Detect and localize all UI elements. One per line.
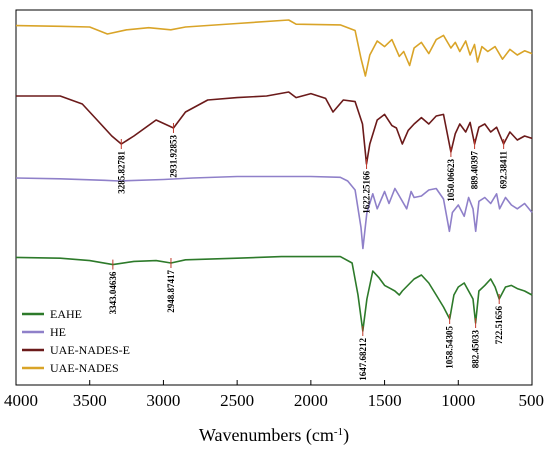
series-line-eahe bbox=[15, 255, 533, 332]
legend-label: UAE-NADES-E bbox=[50, 343, 130, 357]
x-tick-label: 3500 bbox=[73, 391, 107, 410]
x-axis-title: Wavenumbers (cm-1) bbox=[199, 425, 349, 446]
peak-label: 1058.54305 bbox=[445, 326, 455, 369]
peak-label: 1050.06623 bbox=[446, 159, 456, 202]
legend-label: HE bbox=[50, 325, 66, 339]
peak-label: 2948.87417 bbox=[166, 270, 176, 313]
plot-frame bbox=[15, 9, 533, 386]
legend: EAHE HE UAE-NADES-E UAE-NADES bbox=[22, 307, 130, 375]
peak-label: 889.40397 bbox=[470, 151, 480, 190]
series-line-he bbox=[15, 175, 533, 250]
peak-label: 692.38411 bbox=[499, 151, 509, 189]
x-tick-label: 4000 bbox=[4, 391, 38, 410]
peak-label: 3285.82781 bbox=[116, 151, 126, 194]
x-tick-label: 2500 bbox=[220, 391, 254, 410]
legend-label: UAE-NADES bbox=[50, 361, 119, 375]
x-axis-ticks: 4000 3500 3000 2500 2000 1500 1000 500 bbox=[4, 380, 544, 410]
peak-label: 722.51656 bbox=[494, 306, 504, 345]
x-tick-label: 1000 bbox=[441, 391, 475, 410]
peak-label: 1622.25166 bbox=[362, 171, 372, 214]
x-tick-label: 2000 bbox=[294, 391, 328, 410]
legend-label: EAHE bbox=[50, 307, 82, 321]
annotation-layer: 3285.82781 2931.92853 1622.25166 1050.06623… bbox=[108, 123, 509, 381]
series-line-uae-nades bbox=[15, 19, 533, 77]
peak-label: 2931.92853 bbox=[168, 135, 178, 178]
x-tick-label: 1500 bbox=[368, 391, 402, 410]
x-tick-label: 500 bbox=[519, 391, 545, 410]
peak-label: 3343.04636 bbox=[108, 271, 118, 314]
peak-label: 882.45033 bbox=[471, 330, 481, 369]
peak-label: 1647.68212 bbox=[358, 338, 368, 381]
x-tick-label: 3000 bbox=[146, 391, 180, 410]
series-line-uae-nades-e bbox=[16, 91, 533, 165]
